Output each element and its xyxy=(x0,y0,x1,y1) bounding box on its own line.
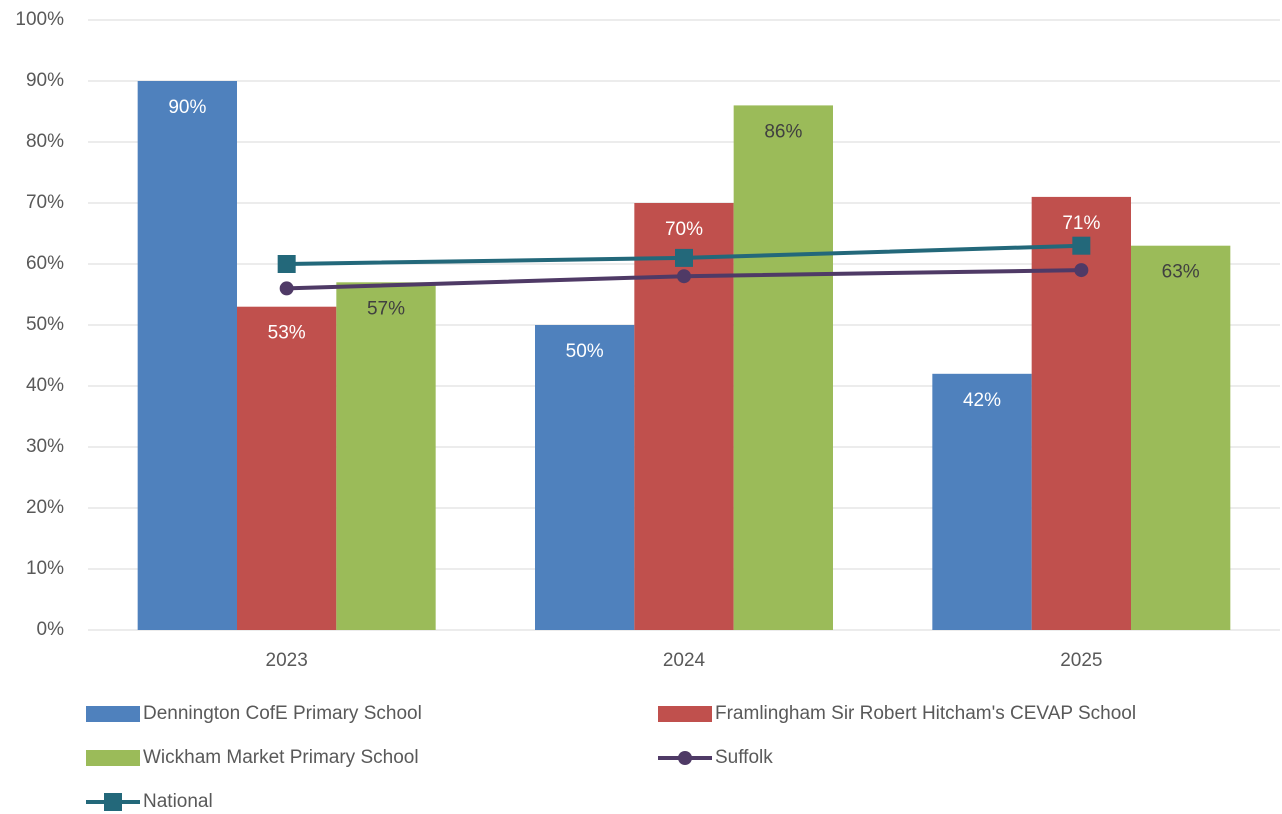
legend-marker xyxy=(104,793,122,811)
y-tick-label: 10% xyxy=(26,558,64,579)
data-label: 71% xyxy=(1062,213,1100,234)
legend-swatch xyxy=(86,750,140,766)
legend-swatch xyxy=(658,706,712,722)
line-marker xyxy=(675,248,693,267)
y-tick-label: 90% xyxy=(26,70,64,91)
y-tick-label: 30% xyxy=(26,436,64,457)
y-tick-label: 40% xyxy=(26,375,64,396)
data-label: 70% xyxy=(665,219,703,240)
legend-label: Wickham Market Primary School xyxy=(143,747,419,768)
legend-label: Framlingham Sir Robert Hitcham's CEVAP S… xyxy=(715,703,1136,724)
x-tick-label: 2023 xyxy=(266,650,308,671)
x-tick-label: 2025 xyxy=(1060,650,1102,671)
y-tick-label: 0% xyxy=(37,619,65,640)
line-marker xyxy=(677,269,691,284)
bar xyxy=(535,325,635,630)
bar xyxy=(932,373,1032,630)
legend-swatch xyxy=(86,706,140,722)
y-tick-label: 20% xyxy=(26,497,64,518)
bar xyxy=(1031,196,1131,630)
y-tick-label: 70% xyxy=(26,192,64,213)
y-tick-label: 60% xyxy=(26,253,64,274)
line-marker xyxy=(279,281,294,296)
data-label: 50% xyxy=(566,341,604,362)
legend-label: National xyxy=(143,791,213,812)
bar xyxy=(336,282,436,630)
bar xyxy=(634,203,734,630)
data-label: 63% xyxy=(1162,262,1200,283)
data-label: 57% xyxy=(367,298,405,319)
line-marker xyxy=(277,255,296,273)
legend-label: Dennington CofE Primary School xyxy=(143,703,422,724)
bar xyxy=(1131,245,1231,630)
line-marker xyxy=(1072,236,1091,255)
data-label: 42% xyxy=(963,390,1001,411)
x-tick-label: 2024 xyxy=(663,650,706,671)
bar xyxy=(137,81,237,630)
y-tick-label: 80% xyxy=(26,131,64,152)
y-tick-label: 100% xyxy=(15,9,64,30)
legend-label: Suffolk xyxy=(715,747,773,768)
bar xyxy=(237,306,337,630)
y-tick-label: 50% xyxy=(26,314,64,335)
data-label: 86% xyxy=(764,121,802,142)
data-label: 53% xyxy=(268,323,306,344)
legend-marker xyxy=(678,751,692,765)
line-marker xyxy=(1074,263,1089,278)
data-label: 90% xyxy=(168,97,206,118)
bar xyxy=(733,105,833,630)
